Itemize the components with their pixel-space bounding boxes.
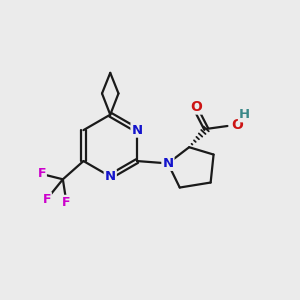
Text: F: F: [38, 167, 46, 181]
Text: F: F: [42, 193, 51, 206]
Text: N: N: [131, 124, 142, 136]
Text: F: F: [62, 196, 70, 209]
Text: O: O: [231, 118, 243, 131]
Text: N: N: [105, 170, 116, 183]
Text: H: H: [239, 108, 250, 121]
Text: O: O: [190, 100, 202, 114]
Text: N: N: [162, 157, 173, 170]
